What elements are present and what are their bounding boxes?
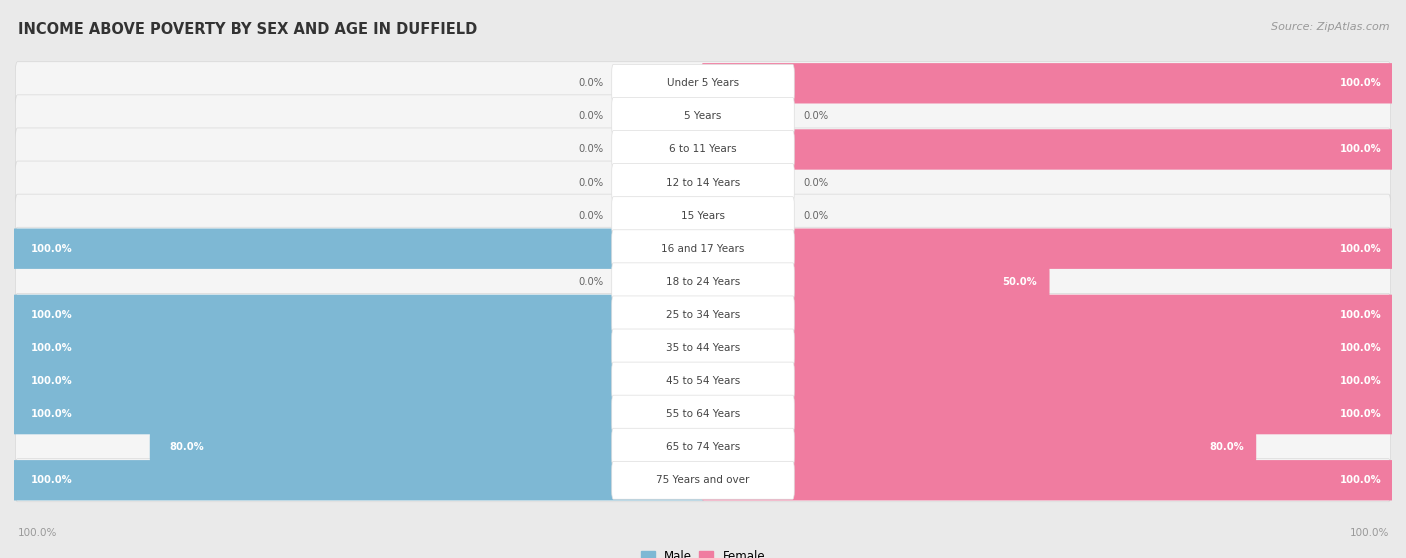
FancyBboxPatch shape [702, 262, 1049, 302]
Text: 100.0%: 100.0% [1340, 310, 1382, 320]
FancyBboxPatch shape [702, 427, 1256, 468]
Text: 100.0%: 100.0% [1340, 376, 1382, 386]
Text: 100.0%: 100.0% [1340, 475, 1382, 485]
Text: 100.0%: 100.0% [1340, 343, 1382, 353]
FancyBboxPatch shape [13, 328, 704, 368]
Text: 0.0%: 0.0% [803, 177, 828, 187]
Text: 75 Years and over: 75 Years and over [657, 475, 749, 485]
FancyBboxPatch shape [702, 295, 1393, 335]
FancyBboxPatch shape [702, 328, 1393, 368]
Text: 5 Years: 5 Years [685, 112, 721, 122]
Text: 100.0%: 100.0% [31, 244, 73, 254]
FancyBboxPatch shape [15, 294, 1391, 336]
Text: 80.0%: 80.0% [169, 442, 204, 452]
Text: 100.0%: 100.0% [31, 475, 73, 485]
FancyBboxPatch shape [150, 427, 704, 468]
FancyBboxPatch shape [15, 128, 1391, 171]
FancyBboxPatch shape [702, 394, 1393, 434]
Text: 0.0%: 0.0% [578, 210, 603, 220]
FancyBboxPatch shape [15, 227, 1391, 270]
FancyBboxPatch shape [15, 95, 1391, 138]
FancyBboxPatch shape [702, 129, 1393, 170]
FancyBboxPatch shape [702, 361, 1393, 401]
Text: 100.0%: 100.0% [1340, 244, 1382, 254]
Text: 0.0%: 0.0% [578, 277, 603, 287]
FancyBboxPatch shape [13, 460, 704, 501]
Text: 100.0%: 100.0% [31, 376, 73, 386]
Legend: Male, Female: Male, Female [636, 545, 770, 558]
FancyBboxPatch shape [612, 296, 794, 334]
FancyBboxPatch shape [612, 196, 794, 234]
Text: 0.0%: 0.0% [578, 177, 603, 187]
FancyBboxPatch shape [15, 260, 1391, 304]
FancyBboxPatch shape [15, 393, 1391, 436]
FancyBboxPatch shape [612, 263, 794, 301]
FancyBboxPatch shape [15, 161, 1391, 204]
Text: Under 5 Years: Under 5 Years [666, 78, 740, 88]
Text: 50.0%: 50.0% [1002, 277, 1038, 287]
FancyBboxPatch shape [612, 98, 794, 136]
Text: 80.0%: 80.0% [1209, 442, 1244, 452]
Text: 100.0%: 100.0% [1340, 78, 1382, 88]
Text: 16 and 17 Years: 16 and 17 Years [661, 244, 745, 254]
Text: 100.0%: 100.0% [31, 310, 73, 320]
FancyBboxPatch shape [13, 295, 704, 335]
Text: 100.0%: 100.0% [31, 343, 73, 353]
Text: 45 to 54 Years: 45 to 54 Years [666, 376, 740, 386]
FancyBboxPatch shape [612, 131, 794, 169]
Text: 25 to 34 Years: 25 to 34 Years [666, 310, 740, 320]
FancyBboxPatch shape [612, 428, 794, 466]
FancyBboxPatch shape [612, 230, 794, 268]
Text: 15 Years: 15 Years [681, 210, 725, 220]
Text: 0.0%: 0.0% [578, 145, 603, 155]
FancyBboxPatch shape [612, 362, 794, 400]
FancyBboxPatch shape [15, 194, 1391, 237]
Text: 65 to 74 Years: 65 to 74 Years [666, 442, 740, 452]
Text: Source: ZipAtlas.com: Source: ZipAtlas.com [1271, 22, 1389, 32]
Text: INCOME ABOVE POVERTY BY SEX AND AGE IN DUFFIELD: INCOME ABOVE POVERTY BY SEX AND AGE IN D… [18, 22, 478, 37]
FancyBboxPatch shape [13, 229, 704, 269]
Text: 12 to 14 Years: 12 to 14 Years [666, 177, 740, 187]
FancyBboxPatch shape [612, 461, 794, 499]
FancyBboxPatch shape [612, 64, 794, 102]
FancyBboxPatch shape [13, 394, 704, 434]
Text: 100.0%: 100.0% [18, 528, 58, 538]
Text: 100.0%: 100.0% [1340, 145, 1382, 155]
FancyBboxPatch shape [612, 395, 794, 433]
Text: 100.0%: 100.0% [1350, 528, 1389, 538]
FancyBboxPatch shape [13, 361, 704, 401]
Text: 55 to 64 Years: 55 to 64 Years [666, 409, 740, 419]
Text: 0.0%: 0.0% [803, 112, 828, 122]
FancyBboxPatch shape [702, 229, 1393, 269]
Text: 35 to 44 Years: 35 to 44 Years [666, 343, 740, 353]
Text: 0.0%: 0.0% [803, 210, 828, 220]
Text: 100.0%: 100.0% [31, 409, 73, 419]
FancyBboxPatch shape [15, 426, 1391, 469]
Text: 6 to 11 Years: 6 to 11 Years [669, 145, 737, 155]
Text: 18 to 24 Years: 18 to 24 Years [666, 277, 740, 287]
Text: 0.0%: 0.0% [578, 112, 603, 122]
FancyBboxPatch shape [612, 163, 794, 201]
Text: 100.0%: 100.0% [1340, 409, 1382, 419]
FancyBboxPatch shape [15, 459, 1391, 502]
FancyBboxPatch shape [15, 62, 1391, 105]
Text: 0.0%: 0.0% [578, 78, 603, 88]
FancyBboxPatch shape [612, 329, 794, 367]
FancyBboxPatch shape [702, 63, 1393, 103]
FancyBboxPatch shape [702, 460, 1393, 501]
FancyBboxPatch shape [15, 326, 1391, 369]
FancyBboxPatch shape [15, 359, 1391, 402]
